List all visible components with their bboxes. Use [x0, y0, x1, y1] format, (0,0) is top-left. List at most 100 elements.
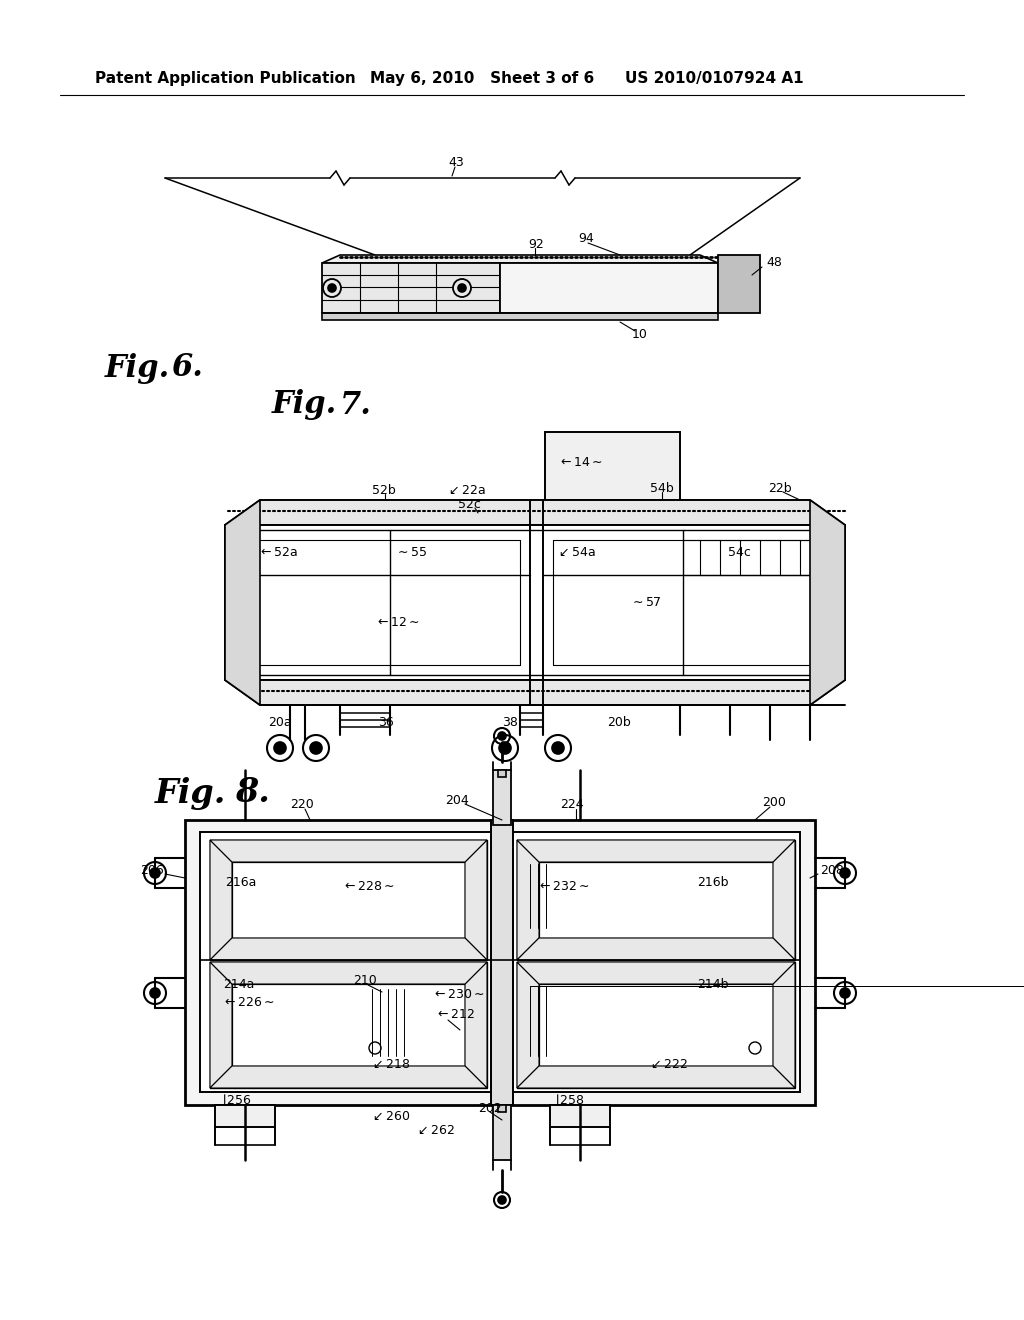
Polygon shape: [210, 962, 487, 983]
Bar: [498, 1105, 506, 1111]
Polygon shape: [500, 263, 718, 313]
Text: 224: 224: [560, 799, 584, 812]
Polygon shape: [465, 962, 487, 1088]
Text: May 6, 2010   Sheet 3 of 6: May 6, 2010 Sheet 3 of 6: [370, 70, 594, 86]
Polygon shape: [517, 840, 795, 862]
Polygon shape: [545, 432, 680, 500]
Text: 216a: 216a: [225, 875, 256, 888]
Polygon shape: [225, 680, 845, 705]
Text: 38: 38: [502, 717, 518, 730]
Circle shape: [150, 869, 160, 878]
Polygon shape: [810, 500, 845, 705]
Text: $\leftarrow$226$\sim$: $\leftarrow$226$\sim$: [222, 995, 274, 1008]
Text: 20b: 20b: [607, 717, 631, 730]
Circle shape: [453, 279, 471, 297]
Polygon shape: [773, 840, 795, 960]
Text: 210: 210: [353, 974, 377, 986]
Text: 200: 200: [762, 796, 785, 809]
Text: $\swarrow$22a: $\swarrow$22a: [446, 483, 485, 496]
Text: 54b: 54b: [650, 482, 674, 495]
Circle shape: [274, 742, 286, 754]
Polygon shape: [210, 939, 487, 960]
Text: $\swarrow$54a: $\swarrow$54a: [556, 545, 596, 558]
Bar: [493, 1105, 511, 1160]
Polygon shape: [517, 962, 795, 983]
Polygon shape: [322, 313, 718, 319]
Text: 54c: 54c: [728, 545, 751, 558]
Circle shape: [328, 284, 336, 292]
Text: 214b: 214b: [697, 978, 728, 991]
Text: $\leftarrow$228$\sim$: $\leftarrow$228$\sim$: [342, 880, 395, 894]
Bar: [210, 962, 487, 1088]
Text: Patent Application Publication: Patent Application Publication: [95, 70, 355, 86]
Text: $\leftarrow$12$\sim$: $\leftarrow$12$\sim$: [375, 615, 420, 628]
Polygon shape: [517, 962, 539, 1088]
Text: 36: 36: [378, 717, 394, 730]
Circle shape: [499, 742, 511, 754]
Text: $\sim$57: $\sim$57: [630, 595, 662, 609]
Bar: [185, 820, 815, 1105]
Text: 204: 204: [445, 793, 469, 807]
Text: 10: 10: [632, 329, 648, 342]
Text: US 2010/0107924 A1: US 2010/0107924 A1: [625, 70, 804, 86]
Text: 48: 48: [766, 256, 782, 269]
Text: 52b: 52b: [372, 483, 395, 496]
Text: $\leftarrow$232$\sim$: $\leftarrow$232$\sim$: [537, 880, 590, 894]
Text: $\sim$55: $\sim$55: [395, 545, 427, 558]
Polygon shape: [210, 840, 487, 862]
Polygon shape: [322, 263, 500, 313]
Polygon shape: [517, 840, 539, 960]
Polygon shape: [465, 840, 487, 960]
Text: $\leftarrow$212: $\leftarrow$212: [435, 1008, 475, 1022]
Text: 43: 43: [449, 157, 464, 169]
Polygon shape: [322, 255, 718, 263]
Polygon shape: [225, 500, 260, 705]
Text: $\swarrow$222: $\swarrow$222: [648, 1059, 688, 1072]
Bar: [200, 832, 800, 1092]
Text: $\leftarrow$52a: $\leftarrow$52a: [258, 545, 298, 558]
Text: 8.: 8.: [234, 776, 270, 809]
Text: $\swarrow$260: $\swarrow$260: [370, 1110, 411, 1123]
Bar: [517, 840, 795, 960]
Text: 7.: 7.: [340, 389, 372, 421]
Circle shape: [498, 733, 506, 741]
Bar: [210, 840, 487, 960]
Text: $\leftarrow$14$\sim$: $\leftarrow$14$\sim$: [558, 455, 603, 469]
Text: 94: 94: [578, 231, 594, 244]
Text: 92: 92: [528, 238, 544, 251]
Text: 6.: 6.: [171, 352, 203, 384]
Polygon shape: [210, 962, 232, 1088]
Bar: [498, 770, 506, 777]
Text: 202: 202: [478, 1101, 502, 1114]
Text: Fig.: Fig.: [105, 352, 170, 384]
Text: $\lfloor$256: $\lfloor$256: [222, 1092, 252, 1107]
Circle shape: [310, 742, 322, 754]
Text: 206: 206: [140, 863, 164, 876]
Text: 52c: 52c: [458, 498, 481, 511]
Text: 208: 208: [820, 863, 844, 876]
Text: 22b: 22b: [768, 482, 792, 495]
Text: 214a: 214a: [223, 978, 254, 991]
Text: 216b: 216b: [697, 875, 728, 888]
Bar: [215, 1105, 275, 1127]
Bar: [490, 820, 513, 1105]
Polygon shape: [210, 840, 232, 960]
Circle shape: [458, 284, 466, 292]
Polygon shape: [718, 255, 760, 313]
Circle shape: [840, 869, 850, 878]
Polygon shape: [517, 1067, 795, 1088]
Circle shape: [552, 742, 564, 754]
Text: $\lfloor$258: $\lfloor$258: [555, 1092, 585, 1107]
Text: 20a: 20a: [268, 717, 292, 730]
Circle shape: [150, 987, 160, 998]
Polygon shape: [225, 525, 845, 680]
Text: $\swarrow$218: $\swarrow$218: [370, 1059, 411, 1072]
Bar: [550, 1105, 610, 1127]
Circle shape: [840, 987, 850, 998]
Text: Fig.: Fig.: [272, 389, 337, 421]
Text: Fig.: Fig.: [155, 776, 226, 809]
Bar: [517, 962, 795, 1088]
Circle shape: [323, 279, 341, 297]
Text: 220: 220: [290, 799, 313, 812]
Polygon shape: [225, 500, 845, 525]
